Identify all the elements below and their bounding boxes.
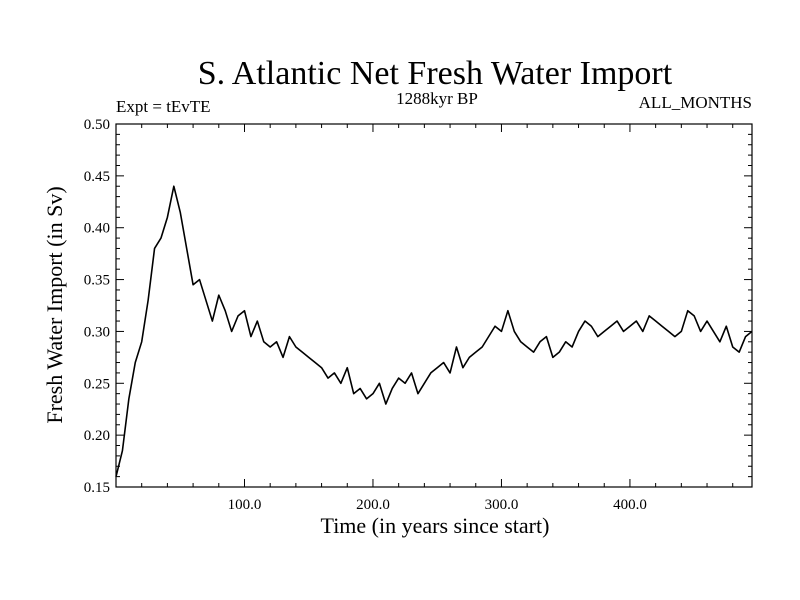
y-tick-label: 0.30	[84, 324, 110, 340]
chart-title: S. Atlantic Net Fresh Water Import	[198, 55, 673, 92]
x-axis-ticks	[141, 124, 734, 487]
x-axis-tick-labels: 100.0 200.0 300.0 400.0	[228, 497, 647, 513]
x-axis-label: Time (in years since start)	[321, 513, 550, 538]
annotation-months: ALL_MONTHS	[639, 93, 752, 112]
y-axis-ticks	[116, 123, 752, 488]
y-tick-label: 0.50	[84, 117, 110, 133]
x-tick-label: 300.0	[485, 497, 519, 513]
y-tick-label: 0.40	[84, 221, 110, 237]
plot-frame	[115, 123, 753, 488]
x-tick-label: 200.0	[356, 497, 390, 513]
y-axis-label: Fresh Water Import (in Sv)	[42, 186, 67, 423]
annotation-period: 1288kyr BP	[396, 89, 478, 108]
y-tick-label: 0.35	[84, 273, 110, 289]
y-tick-label: 0.15	[84, 480, 110, 496]
x-tick-label: 100.0	[228, 497, 262, 513]
y-tick-label: 0.25	[84, 376, 110, 392]
y-tick-label: 0.45	[84, 169, 110, 185]
y-tick-label: 0.20	[84, 428, 110, 444]
x-tick-label: 400.0	[613, 497, 647, 513]
y-axis-tick-labels: 0.15 0.20 0.25 0.30 0.35 0.40 0.45 0.50	[84, 117, 110, 496]
series-line	[115, 185, 753, 477]
annotation-experiment: Expt = tEvTE	[116, 97, 211, 116]
